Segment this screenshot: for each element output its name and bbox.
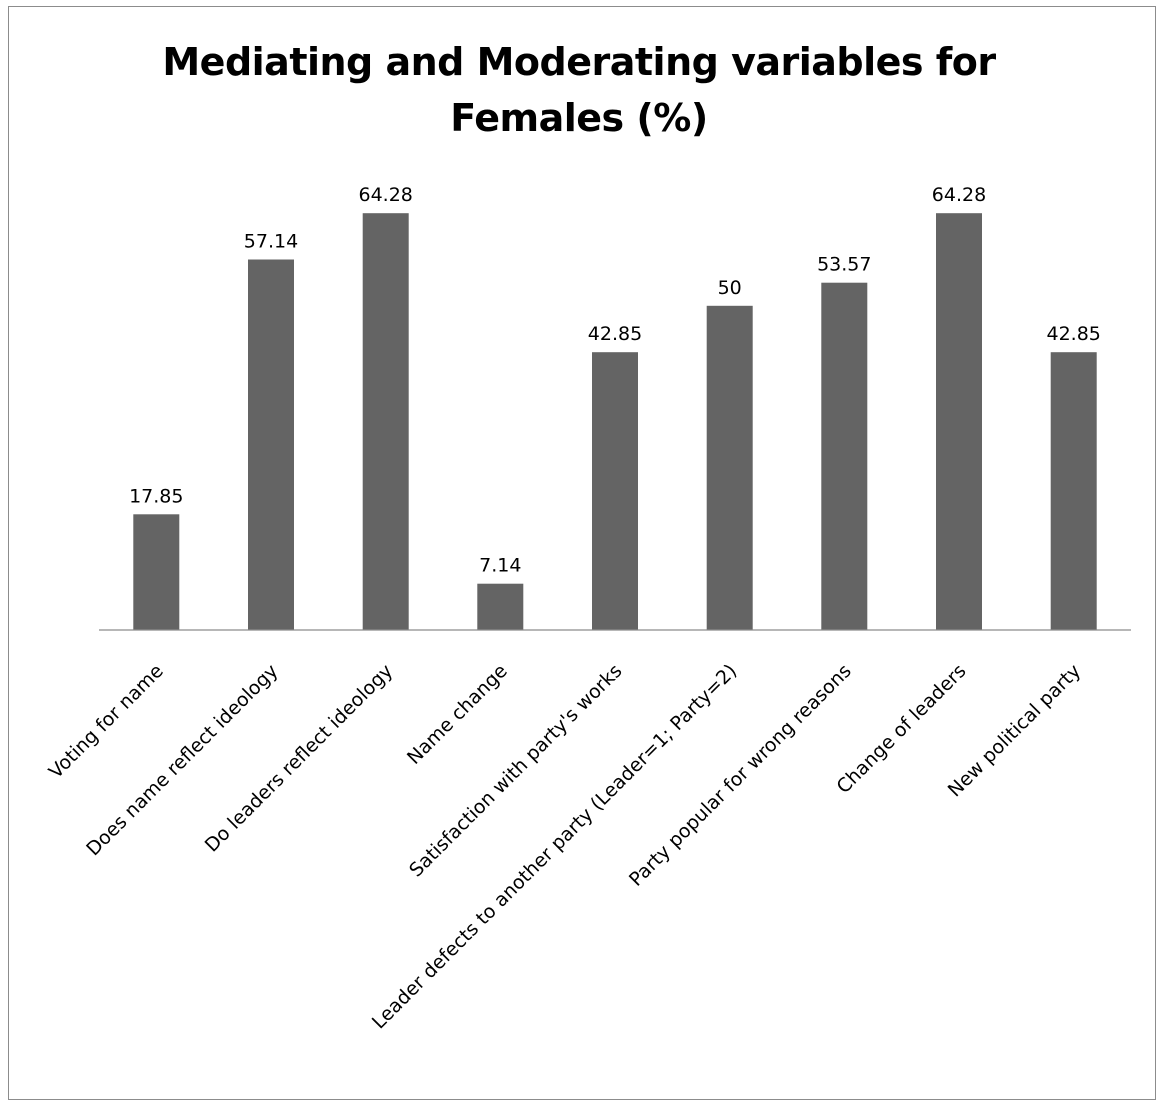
category-label-9: New political party — [944, 660, 1085, 801]
data-label-6: 50 — [718, 277, 742, 299]
category-label-7: Party popular for wrong reasons — [625, 660, 856, 891]
data-label-1: 17.85 — [129, 485, 183, 507]
bars-layer — [133, 213, 1097, 630]
category-label-2: Does name reflect ideology — [82, 660, 282, 860]
bar-4 — [477, 583, 524, 630]
category-label-8: Change of leaders — [832, 660, 970, 798]
chart-title-line-2: Females (%) — [450, 96, 708, 140]
chart-title-line-1: Mediating and Moderating variables for — [162, 40, 996, 84]
bar-3 — [362, 213, 409, 630]
bar-9 — [1050, 352, 1097, 630]
bar-1 — [133, 514, 180, 630]
chart-title: Mediating and Moderating variables for F… — [0, 34, 1158, 146]
bar-5 — [592, 352, 638, 630]
data-label-4: 7.14 — [479, 555, 521, 577]
data-label-9: 42.85 — [1046, 323, 1100, 345]
bar-7 — [821, 282, 868, 630]
bar-2 — [248, 259, 294, 630]
data-label-3: 64.28 — [358, 184, 412, 206]
data-label-8: 64.28 — [932, 184, 986, 206]
category-label-4: Name change — [403, 660, 512, 769]
data-label-2: 57.14 — [244, 231, 298, 253]
bar-8 — [936, 213, 982, 630]
category-label-3: Do leaders reflect ideology — [201, 660, 398, 857]
data-label-7: 53.57 — [817, 254, 871, 276]
data-labels-layer: 17.85 57.14 64.28 7.14 42.85 50 53.57 64.28 42.8… — [129, 184, 1101, 577]
data-label-5: 42.85 — [588, 323, 642, 345]
category-label-1: Voting for name — [45, 660, 168, 783]
category-label-5: Satisfaction with party's works — [405, 660, 626, 881]
bar-6 — [706, 305, 753, 630]
